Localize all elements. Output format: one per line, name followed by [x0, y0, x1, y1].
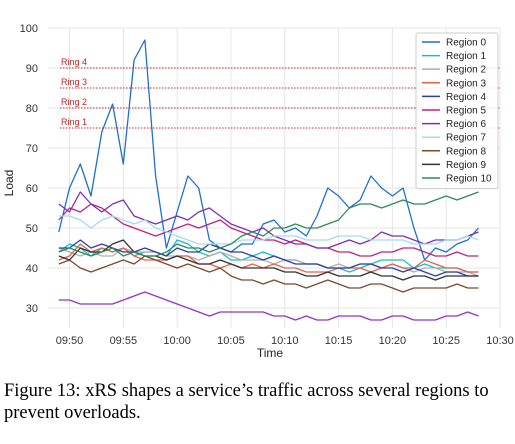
- x-tick-label: 10:10: [271, 335, 299, 347]
- x-tick-label: 10:00: [163, 335, 191, 347]
- legend-entry: Region 4: [446, 92, 486, 103]
- y-tick-label: 90: [26, 63, 38, 75]
- axis-ticks: 30 40 50 60 70 80 90 100 09:50 09:55 10:00 10:05 10:…: [20, 23, 514, 347]
- x-tick-label: 10:25: [432, 335, 460, 347]
- y-tick-label: 30: [26, 303, 38, 315]
- x-tick-label: 09:50: [56, 335, 84, 347]
- series-line: [58, 191, 479, 257]
- legend-entry: Region 2: [446, 65, 486, 76]
- series-line: [58, 291, 479, 321]
- series-lines: [58, 39, 479, 321]
- y-tick-label: 70: [26, 143, 38, 155]
- legend-entry: Region 9: [446, 160, 486, 171]
- series-line: [58, 203, 479, 257]
- legend-entry: Region 7: [446, 133, 486, 144]
- y-tick-label: 80: [26, 103, 38, 115]
- legend-entry: Region 5: [446, 106, 486, 117]
- series-line: [58, 239, 479, 281]
- legend-entry: Region 10: [446, 174, 492, 185]
- load-chart: Ring 4 Ring 3 Ring 2 Ring 1 30 40 50 60 70 80 90 1…: [2, 23, 514, 360]
- x-tick-label: 10:30: [486, 335, 514, 347]
- legend-entry: Region 0: [446, 38, 486, 49]
- x-tick-label: 10:05: [217, 335, 245, 347]
- x-tick-label: 10:15: [325, 335, 353, 347]
- y-axis-label: Load: [2, 170, 16, 197]
- legend-entry: Region 3: [446, 78, 486, 89]
- ring-threshold-label: Ring 2: [61, 97, 87, 107]
- x-axis-label: Time: [257, 346, 284, 360]
- ring-threshold-label: Ring 1: [61, 117, 87, 127]
- series-line: [58, 247, 479, 277]
- ring-threshold-label: Ring 3: [61, 77, 87, 87]
- y-tick-label: 60: [26, 183, 38, 195]
- y-tick-label: 40: [26, 263, 38, 275]
- legend-entry: Region 1: [446, 51, 486, 62]
- series-line: [58, 239, 479, 277]
- legend-entry: Region 6: [446, 119, 486, 130]
- x-tick-label: 09:55: [110, 335, 138, 347]
- series-line: [58, 39, 479, 261]
- series-line: [58, 215, 479, 245]
- y-tick-label: 100: [20, 23, 38, 35]
- series-line: [58, 255, 479, 293]
- ring-threshold-label: Ring 4: [61, 57, 87, 67]
- y-tick-label: 50: [26, 223, 38, 235]
- legend-box: [415, 32, 499, 190]
- x-tick-label: 10:20: [379, 335, 407, 347]
- legend-entry: Region 8: [446, 146, 486, 157]
- figure-caption: Figure 13: xRS shapes a service’s traffi…: [4, 381, 489, 423]
- legend: Region 0 Region 1 Region 2 Region 3 Region 4…: [415, 32, 499, 190]
